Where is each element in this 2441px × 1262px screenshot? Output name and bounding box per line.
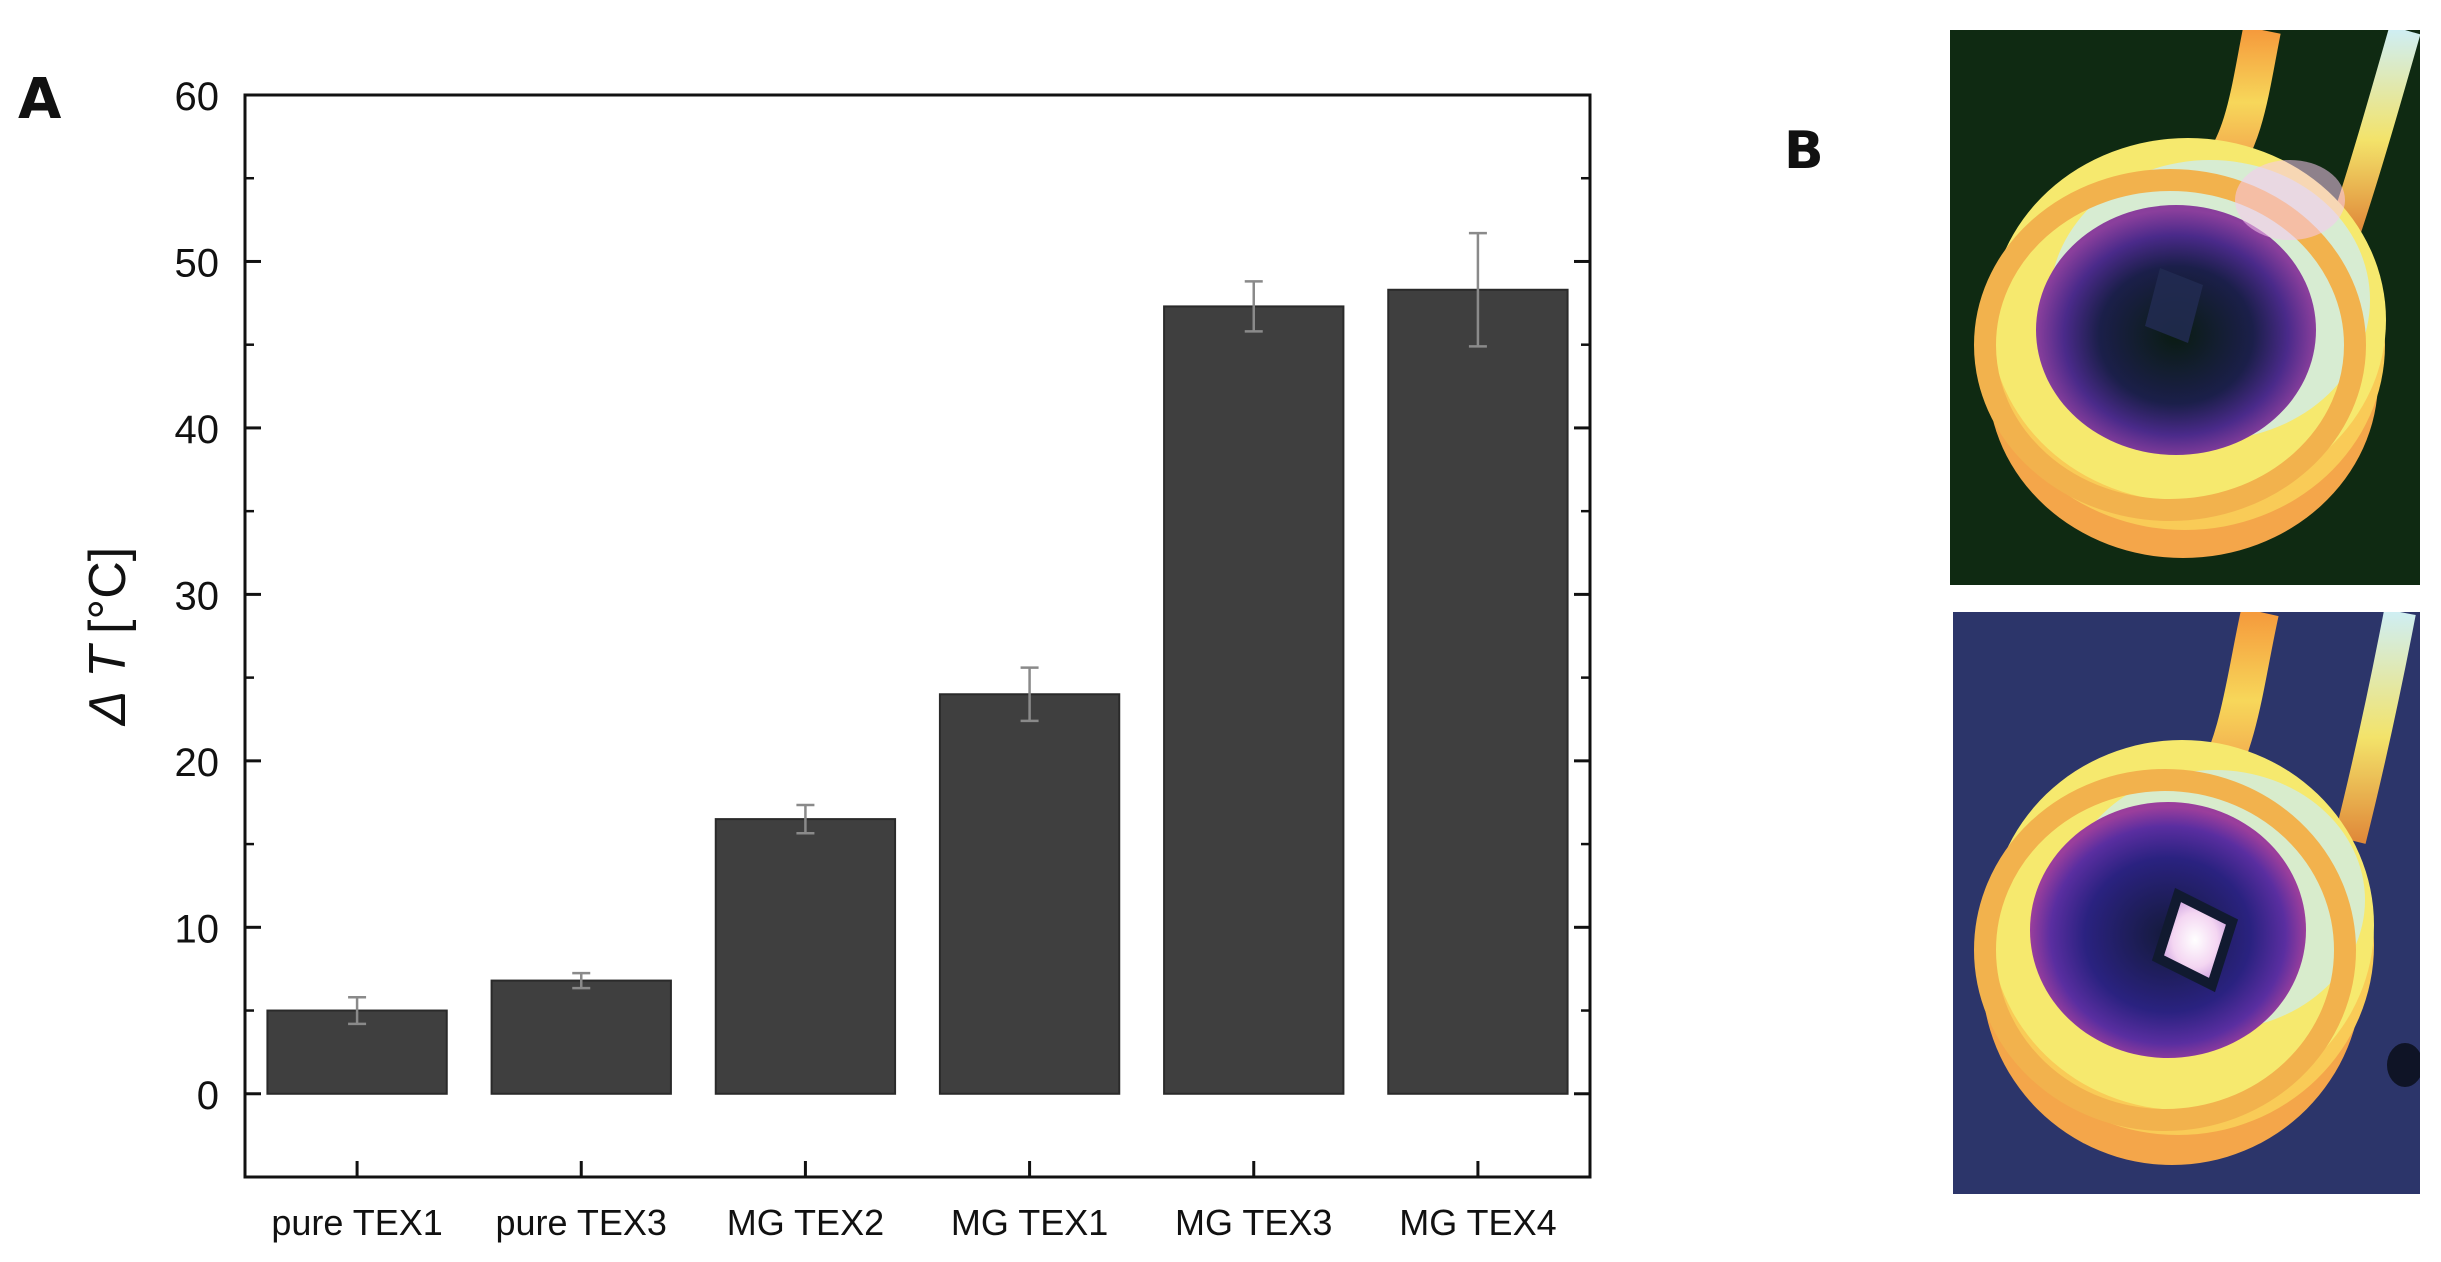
- y-tick-label: 0: [197, 1074, 219, 1118]
- bar-pure-tex3: [490, 979, 672, 1095]
- bar-mg-tex2: [714, 818, 897, 1095]
- y-tick-label: 30: [175, 574, 220, 618]
- y-axis-title: Δ T [°C]: [79, 547, 137, 727]
- bar-mg-tex1: [938, 693, 1121, 1095]
- y-axis-title-unit: [°C]: [79, 547, 137, 634]
- x-tick-label: MG TEX2: [727, 1202, 884, 1243]
- x-tick-labels: pure TEX1 pure TEX3 MG TEX2 MG TEX1 MG TEX3 M…: [271, 1202, 1556, 1243]
- panel-b-label: B: [1784, 121, 1824, 181]
- y-tick-label: 20: [175, 741, 220, 785]
- y-tick-label: 10: [175, 907, 220, 951]
- y-tick-label: 40: [175, 408, 220, 452]
- x-tick-label: MG TEX3: [1175, 1202, 1332, 1243]
- x-tick-label: MG TEX4: [1399, 1202, 1556, 1243]
- y-axis-title-symbol: Δ T: [79, 643, 137, 727]
- thermal-image-heated-sample: [1953, 612, 2420, 1194]
- bars-group: [266, 288, 1569, 1095]
- y-tick-label: 50: [175, 241, 220, 285]
- y-tick-labels: 0 10 20 30 40 50 60: [175, 75, 220, 1118]
- bar-mg-tex4: [1387, 288, 1569, 1095]
- y-axis: [245, 93, 1590, 1179]
- plot-frame: [243, 93, 1592, 1179]
- x-axis: [355, 1161, 1480, 1177]
- panel-a-label: A: [18, 67, 62, 132]
- bar-mg-tex3: [1163, 305, 1345, 1095]
- error-bars-group: [348, 231, 1487, 1026]
- x-tick-label: pure TEX3: [496, 1202, 667, 1243]
- thermal-image-empty-coil: [1950, 30, 2420, 585]
- y-tick-label: 60: [175, 75, 220, 119]
- x-tick-label: MG TEX1: [951, 1202, 1108, 1243]
- bar-chart: pure TEX1 pure TEX3 MG TEX2 MG TEX1 MG TEX3 M…: [79, 75, 1592, 1243]
- x-tick-label: pure TEX1: [271, 1202, 442, 1243]
